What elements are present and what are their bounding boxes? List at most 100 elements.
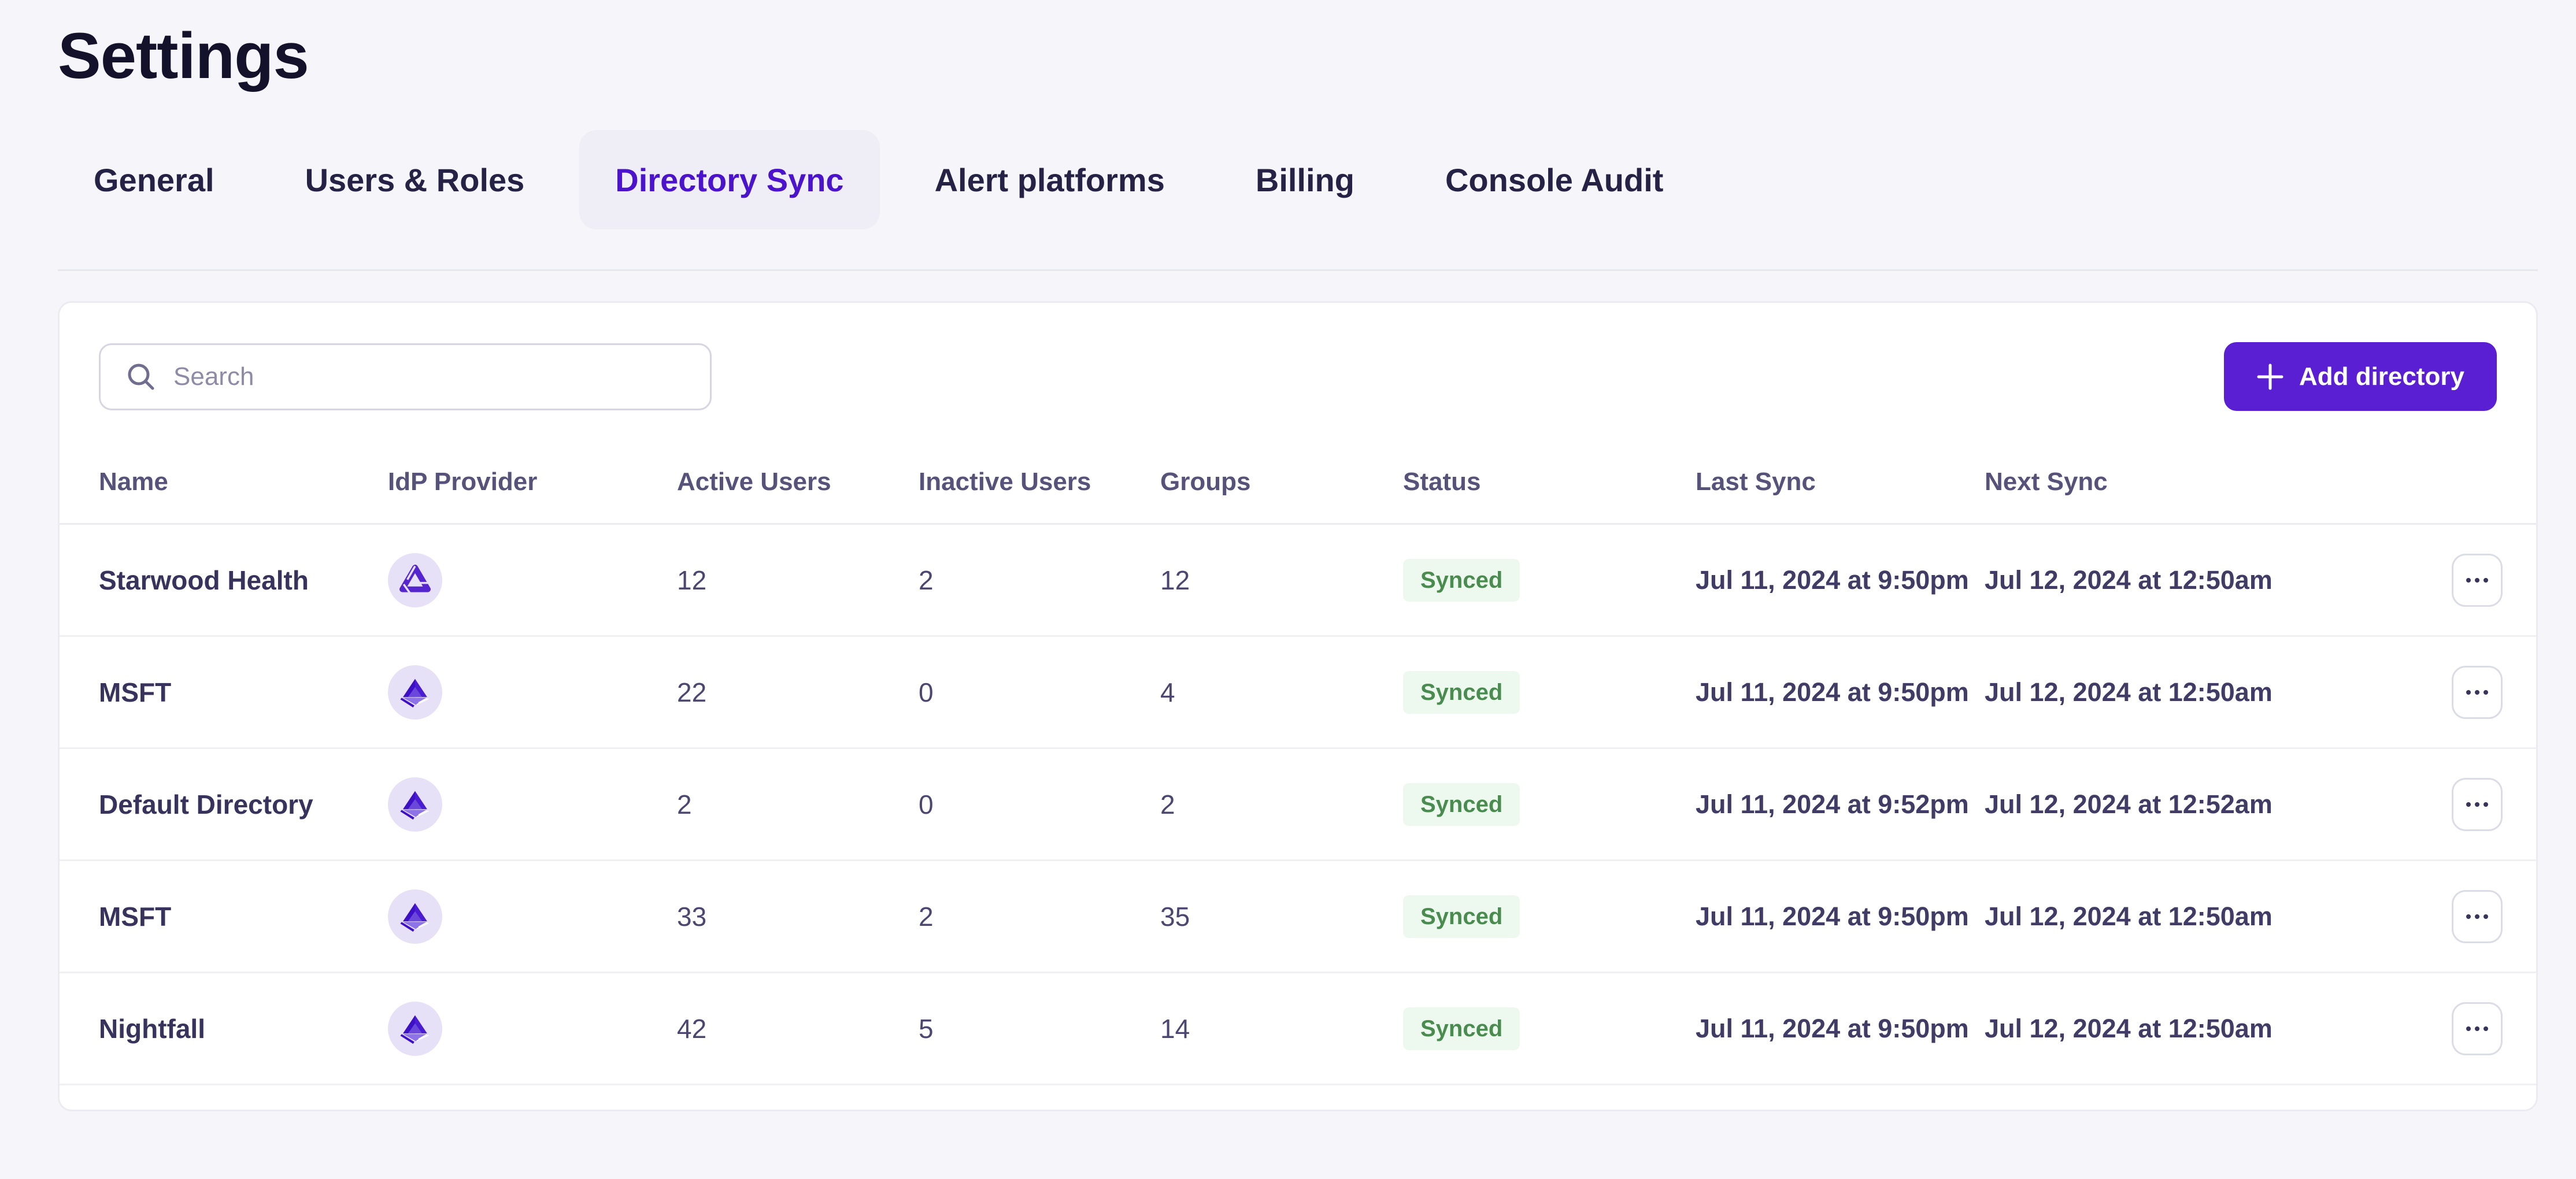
idp-provider-cell	[388, 1001, 677, 1056]
ellipsis-icon	[2466, 689, 2471, 695]
idp-circle	[388, 1001, 442, 1056]
table-body: Starwood Health 12 2 12 Synced Jul 11, 2…	[60, 525, 2536, 1086]
page-title: Settings	[58, 20, 309, 92]
next-sync-value: Jul 12, 2024 at 12:50am	[1985, 677, 2272, 707]
inactive-users-value: 5	[919, 1013, 934, 1044]
actions-cell	[2308, 889, 2503, 943]
next-sync-value: Jul 12, 2024 at 12:50am	[1985, 1013, 2272, 1043]
last-sync-value: Jul 11, 2024 at 9:52pm	[1696, 789, 1969, 819]
col-next-sync: Next Sync	[1985, 468, 2108, 496]
directory-name: MSFT	[99, 677, 172, 707]
inactive-users-value: 0	[919, 677, 934, 707]
azure-ad-idp-icon	[400, 679, 429, 707]
plus-icon	[2257, 364, 2283, 390]
idp-circle	[388, 665, 442, 720]
actions-cell	[2308, 665, 2503, 719]
directory-name: Starwood Health	[99, 565, 309, 595]
last-sync-value: Jul 11, 2024 at 9:50pm	[1696, 565, 1969, 595]
status-cell: Synced	[1403, 895, 1696, 938]
tab-directory-sync[interactable]: Directory Sync	[579, 130, 880, 230]
groups-value: 12	[1160, 565, 1190, 595]
idp-circle	[388, 553, 442, 607]
status-cell: Synced	[1403, 1007, 1696, 1050]
status-badge: Synced	[1403, 558, 1520, 602]
ellipsis-icon	[2466, 802, 2471, 807]
next-sync-value: Jul 12, 2024 at 12:50am	[1985, 565, 2272, 595]
table-row: MSFT 33 2 35 Synced Jul 11, 2024 at 9:50…	[60, 861, 2536, 974]
active-users-value: 22	[677, 677, 707, 707]
active-users-value: 2	[677, 789, 692, 820]
status-cell: Synced	[1403, 670, 1696, 714]
actions-cell	[2308, 777, 2503, 831]
azure-ad-idp-icon	[400, 791, 429, 820]
drive-idp-icon	[399, 564, 431, 595]
active-users-value: 42	[677, 1013, 707, 1044]
tab-bar: General Users & Roles Directory Sync Ale…	[58, 130, 2576, 230]
directory-toolbar: Add directory	[60, 303, 2536, 441]
col-status: Status	[1403, 468, 1481, 496]
actions-cell	[2308, 553, 2503, 607]
table-row: Nightfall 42 5 14 Synced Jul 11, 2024 at…	[60, 973, 2536, 1086]
search-input[interactable]	[173, 362, 693, 391]
next-sync-value: Jul 12, 2024 at 12:50am	[1985, 901, 2272, 931]
azure-ad-idp-icon	[400, 903, 429, 932]
col-groups: Groups	[1160, 468, 1251, 496]
last-sync-value: Jul 11, 2024 at 9:50pm	[1696, 901, 1969, 931]
col-inactive-users: Inactive Users	[919, 468, 1091, 496]
groups-value: 14	[1160, 1013, 1190, 1044]
tab-general[interactable]: General	[94, 161, 214, 198]
last-sync-value: Jul 11, 2024 at 9:50pm	[1696, 1013, 1969, 1043]
tab-console-audit[interactable]: Console Audit	[1445, 161, 1664, 198]
directory-name: Default Directory	[99, 789, 313, 820]
col-idp-provider: IdP Provider	[388, 468, 538, 496]
row-menu-button[interactable]	[2452, 777, 2503, 831]
status-badge: Synced	[1403, 895, 1520, 938]
idp-provider-cell	[388, 665, 677, 720]
search-icon	[128, 364, 154, 390]
col-last-sync: Last Sync	[1696, 468, 1816, 496]
active-users-value: 33	[677, 901, 707, 932]
tab-users-roles[interactable]: Users & Roles	[305, 161, 525, 198]
table-header: Name IdP Provider Active Users Inactive …	[60, 441, 2536, 525]
tab-billing[interactable]: Billing	[1255, 161, 1354, 198]
idp-circle	[388, 889, 442, 944]
add-directory-button[interactable]: Add directory	[2223, 342, 2497, 411]
settings-page: Settings General Users & Roles Directory…	[0, 17, 2576, 1179]
search-box[interactable]	[99, 343, 712, 410]
status-badge: Synced	[1403, 670, 1520, 714]
add-directory-label: Add directory	[2299, 362, 2464, 391]
idp-circle	[388, 777, 442, 832]
inactive-users-value: 0	[919, 789, 934, 820]
idp-provider-cell	[388, 889, 677, 944]
inactive-users-value: 2	[919, 565, 934, 595]
tabs-divider	[58, 269, 2538, 272]
ellipsis-icon	[2466, 577, 2471, 583]
status-badge: Synced	[1403, 783, 1520, 826]
col-active-users: Active Users	[677, 468, 831, 496]
idp-provider-cell	[388, 553, 677, 607]
directory-sync-panel: Add directory Name IdP Provider Active U…	[58, 301, 2538, 1112]
last-sync-value: Jul 11, 2024 at 9:50pm	[1696, 677, 1969, 707]
ellipsis-icon	[2466, 914, 2471, 919]
tab-alert-platforms[interactable]: Alert platforms	[934, 161, 1165, 198]
status-cell: Synced	[1403, 558, 1696, 602]
row-menu-button[interactable]	[2452, 889, 2503, 943]
ellipsis-icon	[2466, 1026, 2471, 1031]
table-row: Default Directory 2 0 2 Synced Jul 11, 2…	[60, 749, 2536, 862]
table-row: Starwood Health 12 2 12 Synced Jul 11, 2…	[60, 525, 2536, 637]
status-badge: Synced	[1403, 1007, 1520, 1050]
idp-provider-cell	[388, 777, 677, 832]
next-sync-value: Jul 12, 2024 at 12:52am	[1985, 789, 2272, 819]
col-name: Name	[99, 468, 168, 496]
inactive-users-value: 2	[919, 901, 934, 932]
status-cell: Synced	[1403, 783, 1696, 826]
directory-name: Nightfall	[99, 1013, 205, 1044]
directory-name: MSFT	[99, 901, 172, 932]
row-menu-button[interactable]	[2452, 665, 2503, 719]
row-menu-button[interactable]	[2452, 1002, 2503, 1055]
groups-value: 2	[1160, 789, 1175, 820]
actions-cell	[2308, 1002, 2503, 1055]
active-users-value: 12	[677, 565, 707, 595]
groups-value: 35	[1160, 901, 1190, 932]
row-menu-button[interactable]	[2452, 553, 2503, 607]
